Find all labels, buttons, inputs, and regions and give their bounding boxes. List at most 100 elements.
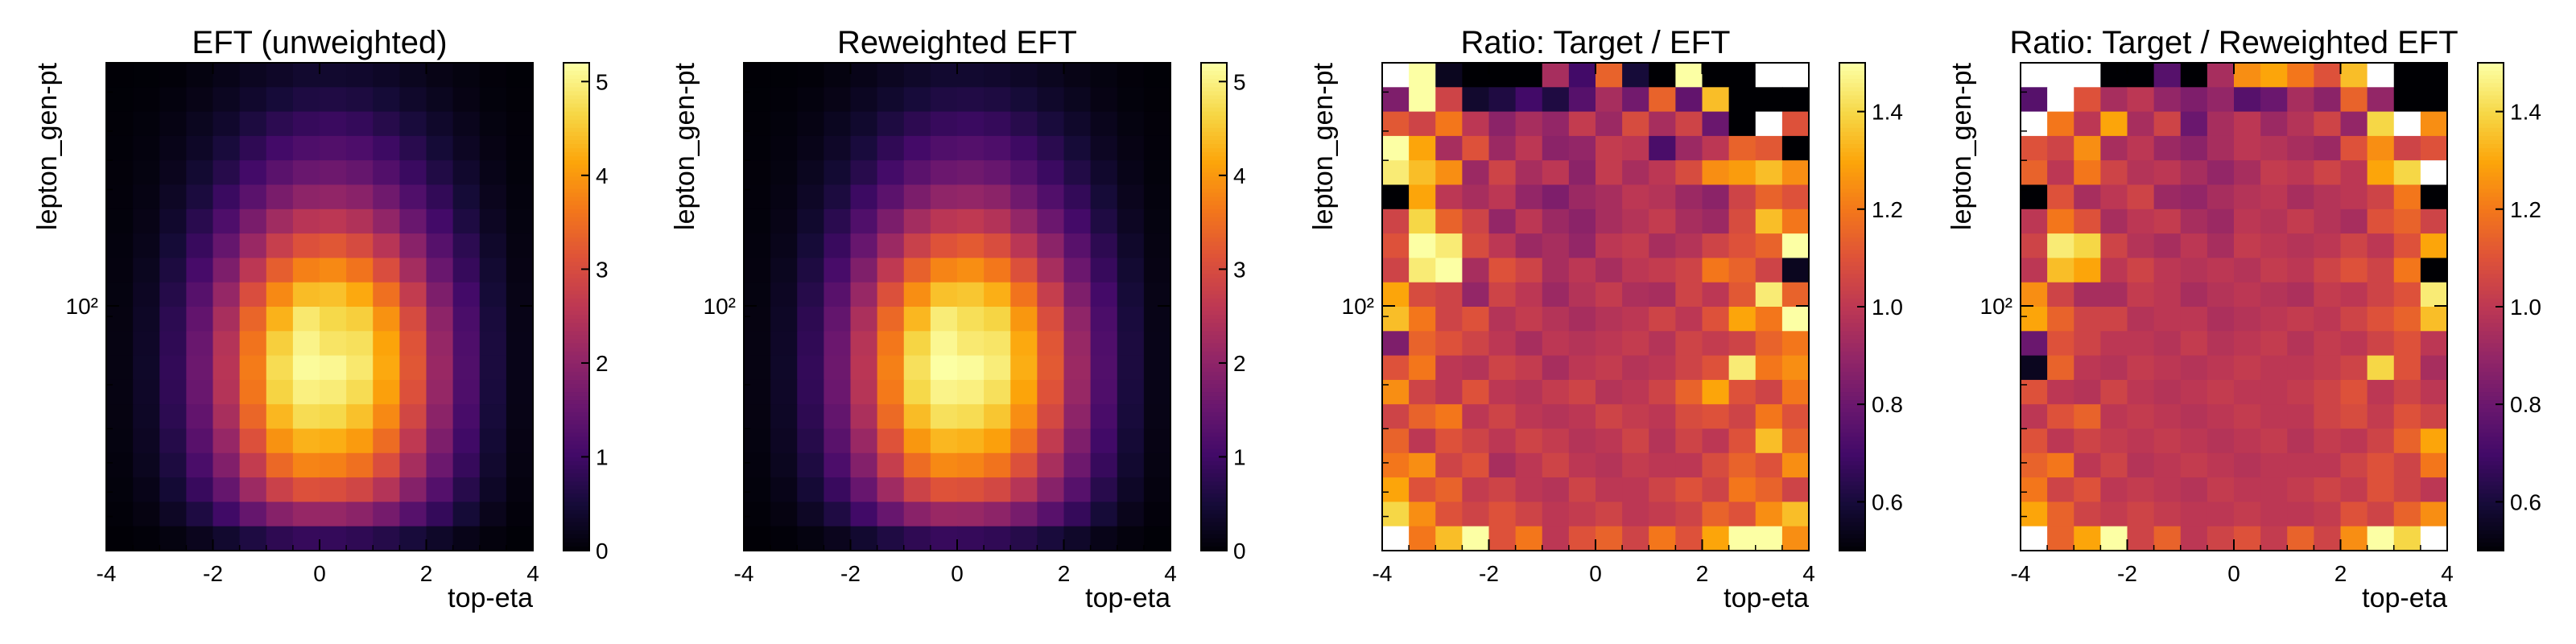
heatmap-cell bbox=[213, 355, 241, 381]
heatmap-cell bbox=[1781, 208, 1810, 234]
heatmap-cell bbox=[1063, 111, 1092, 137]
heatmap-cell bbox=[2100, 135, 2128, 161]
heatmap-cell bbox=[2207, 208, 2235, 234]
colorbar-segment bbox=[1201, 530, 1227, 535]
heatmap-cell bbox=[903, 87, 931, 113]
heatmap-cell bbox=[2207, 379, 2235, 405]
heatmap-cell bbox=[266, 355, 294, 381]
heatmap-cell bbox=[1117, 111, 1145, 137]
colorbar-segment bbox=[1201, 242, 1227, 246]
colorbar-segment bbox=[1201, 237, 1227, 242]
heatmap-cell bbox=[2340, 526, 2368, 551]
colorbar-segment bbox=[2478, 331, 2504, 336]
heatmap-cell bbox=[213, 258, 241, 283]
colorbar-segment bbox=[1839, 148, 1865, 153]
heatmap-cell bbox=[133, 111, 160, 137]
colorbar-segment bbox=[1201, 460, 1227, 466]
heatmap-cell bbox=[1515, 502, 1543, 527]
heatmap-cell bbox=[2234, 258, 2261, 283]
heatmap-cell bbox=[1596, 160, 1623, 186]
heatmap-cell bbox=[1382, 477, 1410, 502]
heatmap-cell bbox=[2340, 63, 2368, 88]
heatmap-cell bbox=[2047, 307, 2074, 332]
colorbar-segment bbox=[1201, 75, 1227, 80]
heatmap-cell bbox=[984, 135, 1011, 161]
heatmap-cell bbox=[2100, 160, 2128, 186]
colorbar-tick-label: 1.2 bbox=[1872, 197, 1903, 222]
heatmap-cell bbox=[399, 87, 427, 113]
heatmap-cell bbox=[1117, 233, 1145, 258]
heatmap-cell bbox=[1117, 502, 1145, 527]
heatmap-cell bbox=[213, 379, 241, 405]
colorbar-segment bbox=[564, 262, 589, 267]
heatmap-cell bbox=[770, 63, 798, 88]
heatmap-cell bbox=[1542, 258, 1570, 283]
heatmap-cell bbox=[824, 404, 852, 430]
heatmap-cell bbox=[1728, 307, 1757, 332]
heatmap-cell bbox=[1143, 233, 1171, 258]
heatmap-cell bbox=[2393, 184, 2421, 210]
heatmap-cell bbox=[186, 452, 214, 478]
heatmap-cell bbox=[1702, 233, 1730, 258]
heatmap-cell bbox=[2234, 331, 2261, 357]
colorbar-segment bbox=[1839, 522, 1865, 527]
chart-title: Reweighted EFT bbox=[837, 25, 1077, 60]
heatmap-cell bbox=[2207, 502, 2235, 527]
heatmap-cell bbox=[1063, 160, 1092, 186]
heatmap-cell bbox=[2420, 331, 2448, 357]
heatmap-cell bbox=[320, 502, 347, 527]
colorbar-segment bbox=[1839, 237, 1865, 242]
heatmap-cell bbox=[452, 87, 481, 113]
heatmap-cell bbox=[2260, 379, 2288, 405]
heatmap-cell bbox=[373, 477, 400, 502]
colorbar-segment bbox=[1839, 127, 1865, 133]
heatmap-cell bbox=[1596, 135, 1623, 161]
colorbar-segment bbox=[564, 351, 589, 357]
heatmap-cell bbox=[1435, 477, 1463, 502]
colorbar-segment bbox=[1839, 315, 1865, 320]
heatmap-cell bbox=[452, 282, 481, 308]
heatmap-cell bbox=[1143, 404, 1171, 430]
heatmap-cell bbox=[2260, 428, 2288, 454]
heatmap-cell bbox=[1781, 379, 1810, 405]
heatmap-cell bbox=[930, 404, 958, 430]
heatmap-cell bbox=[1063, 135, 1092, 161]
heatmap-cell bbox=[2127, 379, 2155, 405]
heatmap-cell bbox=[1515, 111, 1543, 137]
heatmap-cell bbox=[2207, 477, 2235, 502]
colorbar-segment bbox=[1201, 311, 1227, 316]
heatmap-cell bbox=[1488, 404, 1517, 430]
heatmap-cell bbox=[2153, 135, 2182, 161]
colorbar-segment bbox=[1201, 160, 1227, 165]
heatmap-cell bbox=[2127, 526, 2155, 551]
heatmap-cell bbox=[2021, 233, 2048, 258]
heatmap-cell bbox=[399, 258, 427, 283]
heatmap-cell bbox=[2127, 135, 2155, 161]
heatmap-cell bbox=[2260, 526, 2288, 551]
colorbar-segment bbox=[1839, 493, 1865, 498]
heatmap-cell bbox=[1728, 502, 1757, 527]
heatmap-cell bbox=[239, 428, 267, 454]
colorbar-segment bbox=[1201, 323, 1227, 328]
colorbar-segment bbox=[1201, 270, 1227, 275]
heatmap-cell bbox=[1037, 331, 1065, 357]
colorbar-segment bbox=[2478, 464, 2504, 470]
colorbar-segment bbox=[564, 192, 589, 198]
heatmap-cell bbox=[1622, 404, 1649, 430]
heatmap-cell bbox=[106, 135, 134, 161]
heatmap-cell bbox=[1435, 355, 1463, 381]
heatmap-cell bbox=[159, 404, 187, 430]
colorbar-segment bbox=[2478, 278, 2504, 283]
heatmap-cell bbox=[2234, 111, 2261, 137]
heatmap-cell bbox=[239, 502, 267, 527]
heatmap-cell bbox=[1675, 208, 1703, 234]
colorbar-segment bbox=[564, 221, 589, 226]
heatmap-cell bbox=[506, 208, 534, 234]
heatmap-cell bbox=[1596, 404, 1623, 430]
colorbar-segment bbox=[1201, 396, 1227, 401]
colorbar-segment bbox=[1839, 331, 1865, 336]
heatmap-cell bbox=[2393, 282, 2421, 308]
heatmap-cell bbox=[2153, 452, 2182, 478]
heatmap-cell bbox=[479, 282, 507, 308]
